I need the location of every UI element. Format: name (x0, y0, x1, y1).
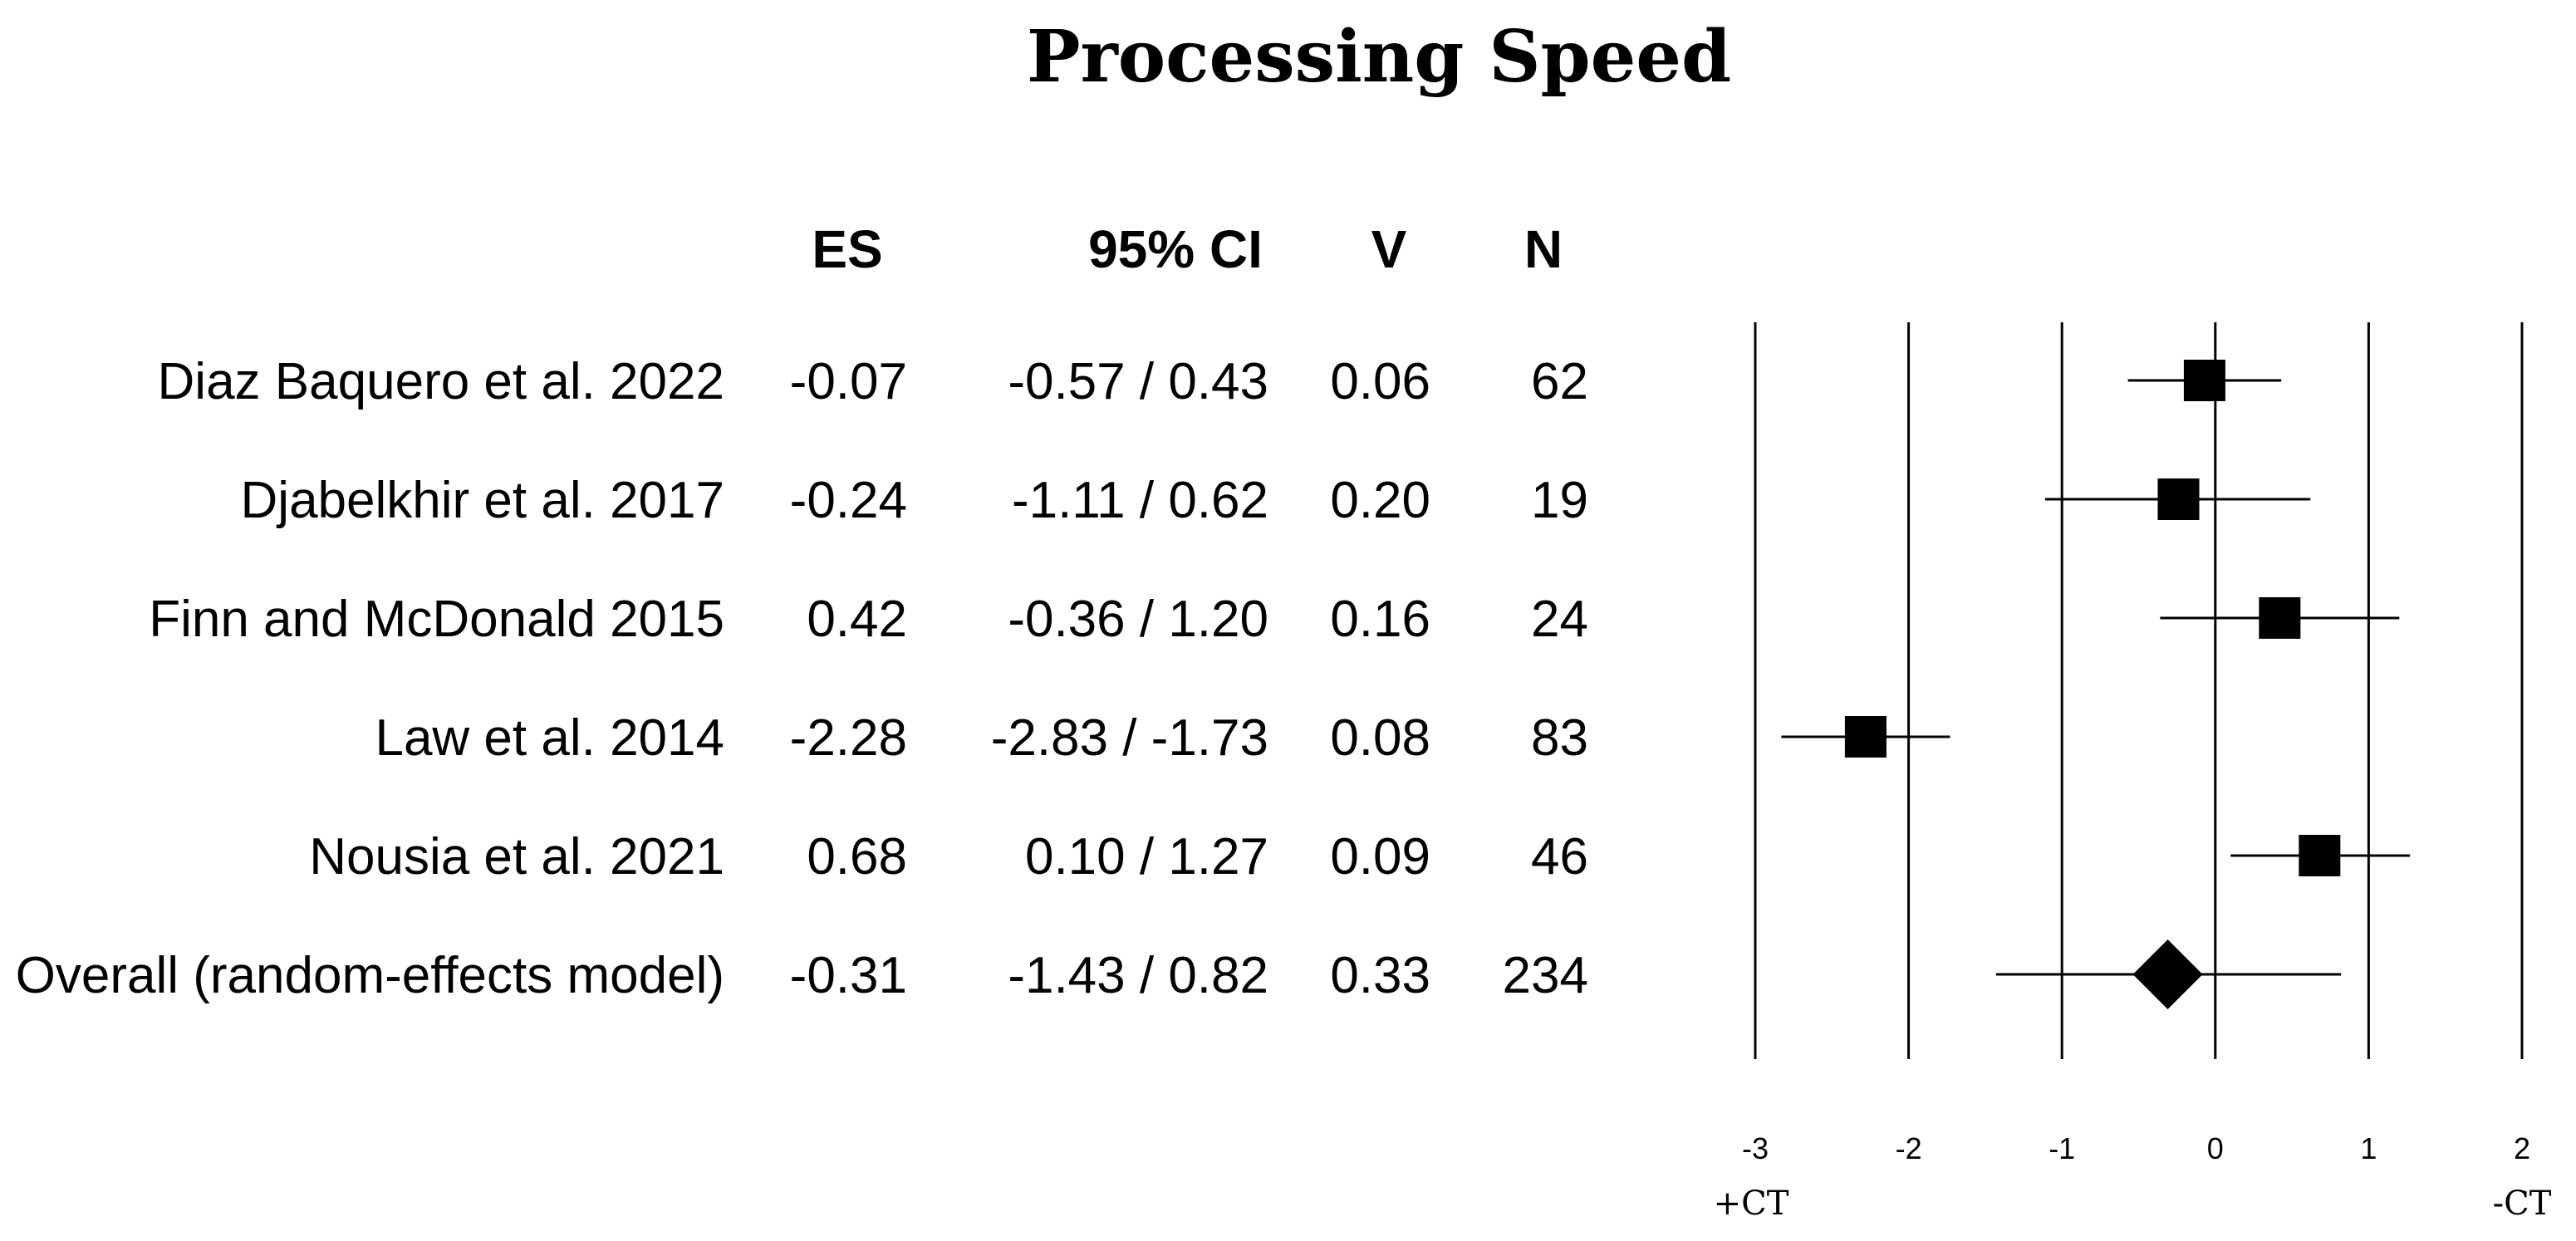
effect-size-square (2157, 478, 2200, 520)
effect-size-value: -0.24 (790, 472, 907, 529)
sample-size-value: 24 (1531, 591, 1588, 648)
x-tick-label: -3 (1742, 1131, 1769, 1165)
chart-title: Processing Speed (1027, 15, 1731, 99)
header-v: V (1371, 219, 1407, 279)
effect-size-square (2299, 835, 2341, 876)
sample-size-value: 46 (1531, 828, 1588, 885)
effect-size-square (2259, 597, 2301, 639)
x-tick-label: 0 (2207, 1131, 2224, 1165)
header-n: N (1524, 219, 1563, 279)
study-label: Djabelkhir et al. 2017 (241, 472, 724, 529)
study-label: Finn and McDonald 2015 (149, 591, 724, 648)
confidence-interval-value: -1.11 / 0.62 (1012, 472, 1268, 529)
variance-value: 0.16 (1330, 591, 1430, 648)
variance-value: 0.09 (1330, 828, 1430, 885)
study-label: Law et al. 2014 (375, 709, 724, 767)
header-es: ES (812, 219, 882, 279)
header-ci: 95% CI (1088, 219, 1263, 279)
confidence-interval-value: 0.10 / 1.27 (1025, 828, 1268, 885)
variance-value: 0.06 (1330, 353, 1430, 410)
x-tick-label: 1 (2360, 1131, 2377, 1165)
study-label: Nousia et al. 2021 (309, 828, 724, 885)
effect-size-value: -2.28 (790, 709, 907, 767)
study-label: Overall (random-effects model) (16, 947, 724, 1004)
effect-size-value: -0.07 (790, 353, 907, 410)
x-tick-label: -1 (2049, 1131, 2075, 1165)
confidence-interval-value: -2.83 / -1.73 (991, 709, 1268, 767)
confidence-interval-value: -1.43 / 0.82 (1008, 947, 1268, 1004)
variance-value: 0.20 (1330, 472, 1430, 529)
left-direction-label: +CT (1714, 1185, 1789, 1223)
variance-value: 0.08 (1330, 709, 1430, 767)
overall-effect-diamond (2132, 939, 2203, 1009)
sample-size-value: 234 (1503, 947, 1588, 1004)
study-label: Diaz Baquero et al. 2022 (158, 353, 724, 410)
effect-size-value: 0.42 (807, 591, 907, 648)
x-axis: -3 -2 -1 0 1 2 (1742, 322, 2530, 1165)
confidence-interval-value: -0.36 / 1.20 (1008, 591, 1268, 648)
confidence-interval-value: -0.57 / 0.43 (1008, 353, 1268, 410)
effect-size-value: 0.68 (807, 828, 907, 885)
sample-size-value: 19 (1531, 472, 1588, 529)
x-tick-label: -2 (1896, 1131, 1922, 1165)
variance-value: 0.33 (1330, 947, 1430, 1004)
sample-size-value: 62 (1531, 353, 1588, 410)
x-tick-label: 2 (2514, 1131, 2530, 1165)
effect-marks (1781, 360, 2411, 1009)
effect-size-value: -0.31 (790, 947, 907, 1004)
effect-size-square (1844, 716, 1887, 758)
study-rows: Diaz Baquero et al. 2022 -0.07 -0.57 / 0.4… (16, 353, 1588, 1004)
right-direction-label: -CT (2493, 1185, 2552, 1223)
effect-size-square (2183, 360, 2225, 401)
sample-size-value: 83 (1531, 709, 1588, 767)
